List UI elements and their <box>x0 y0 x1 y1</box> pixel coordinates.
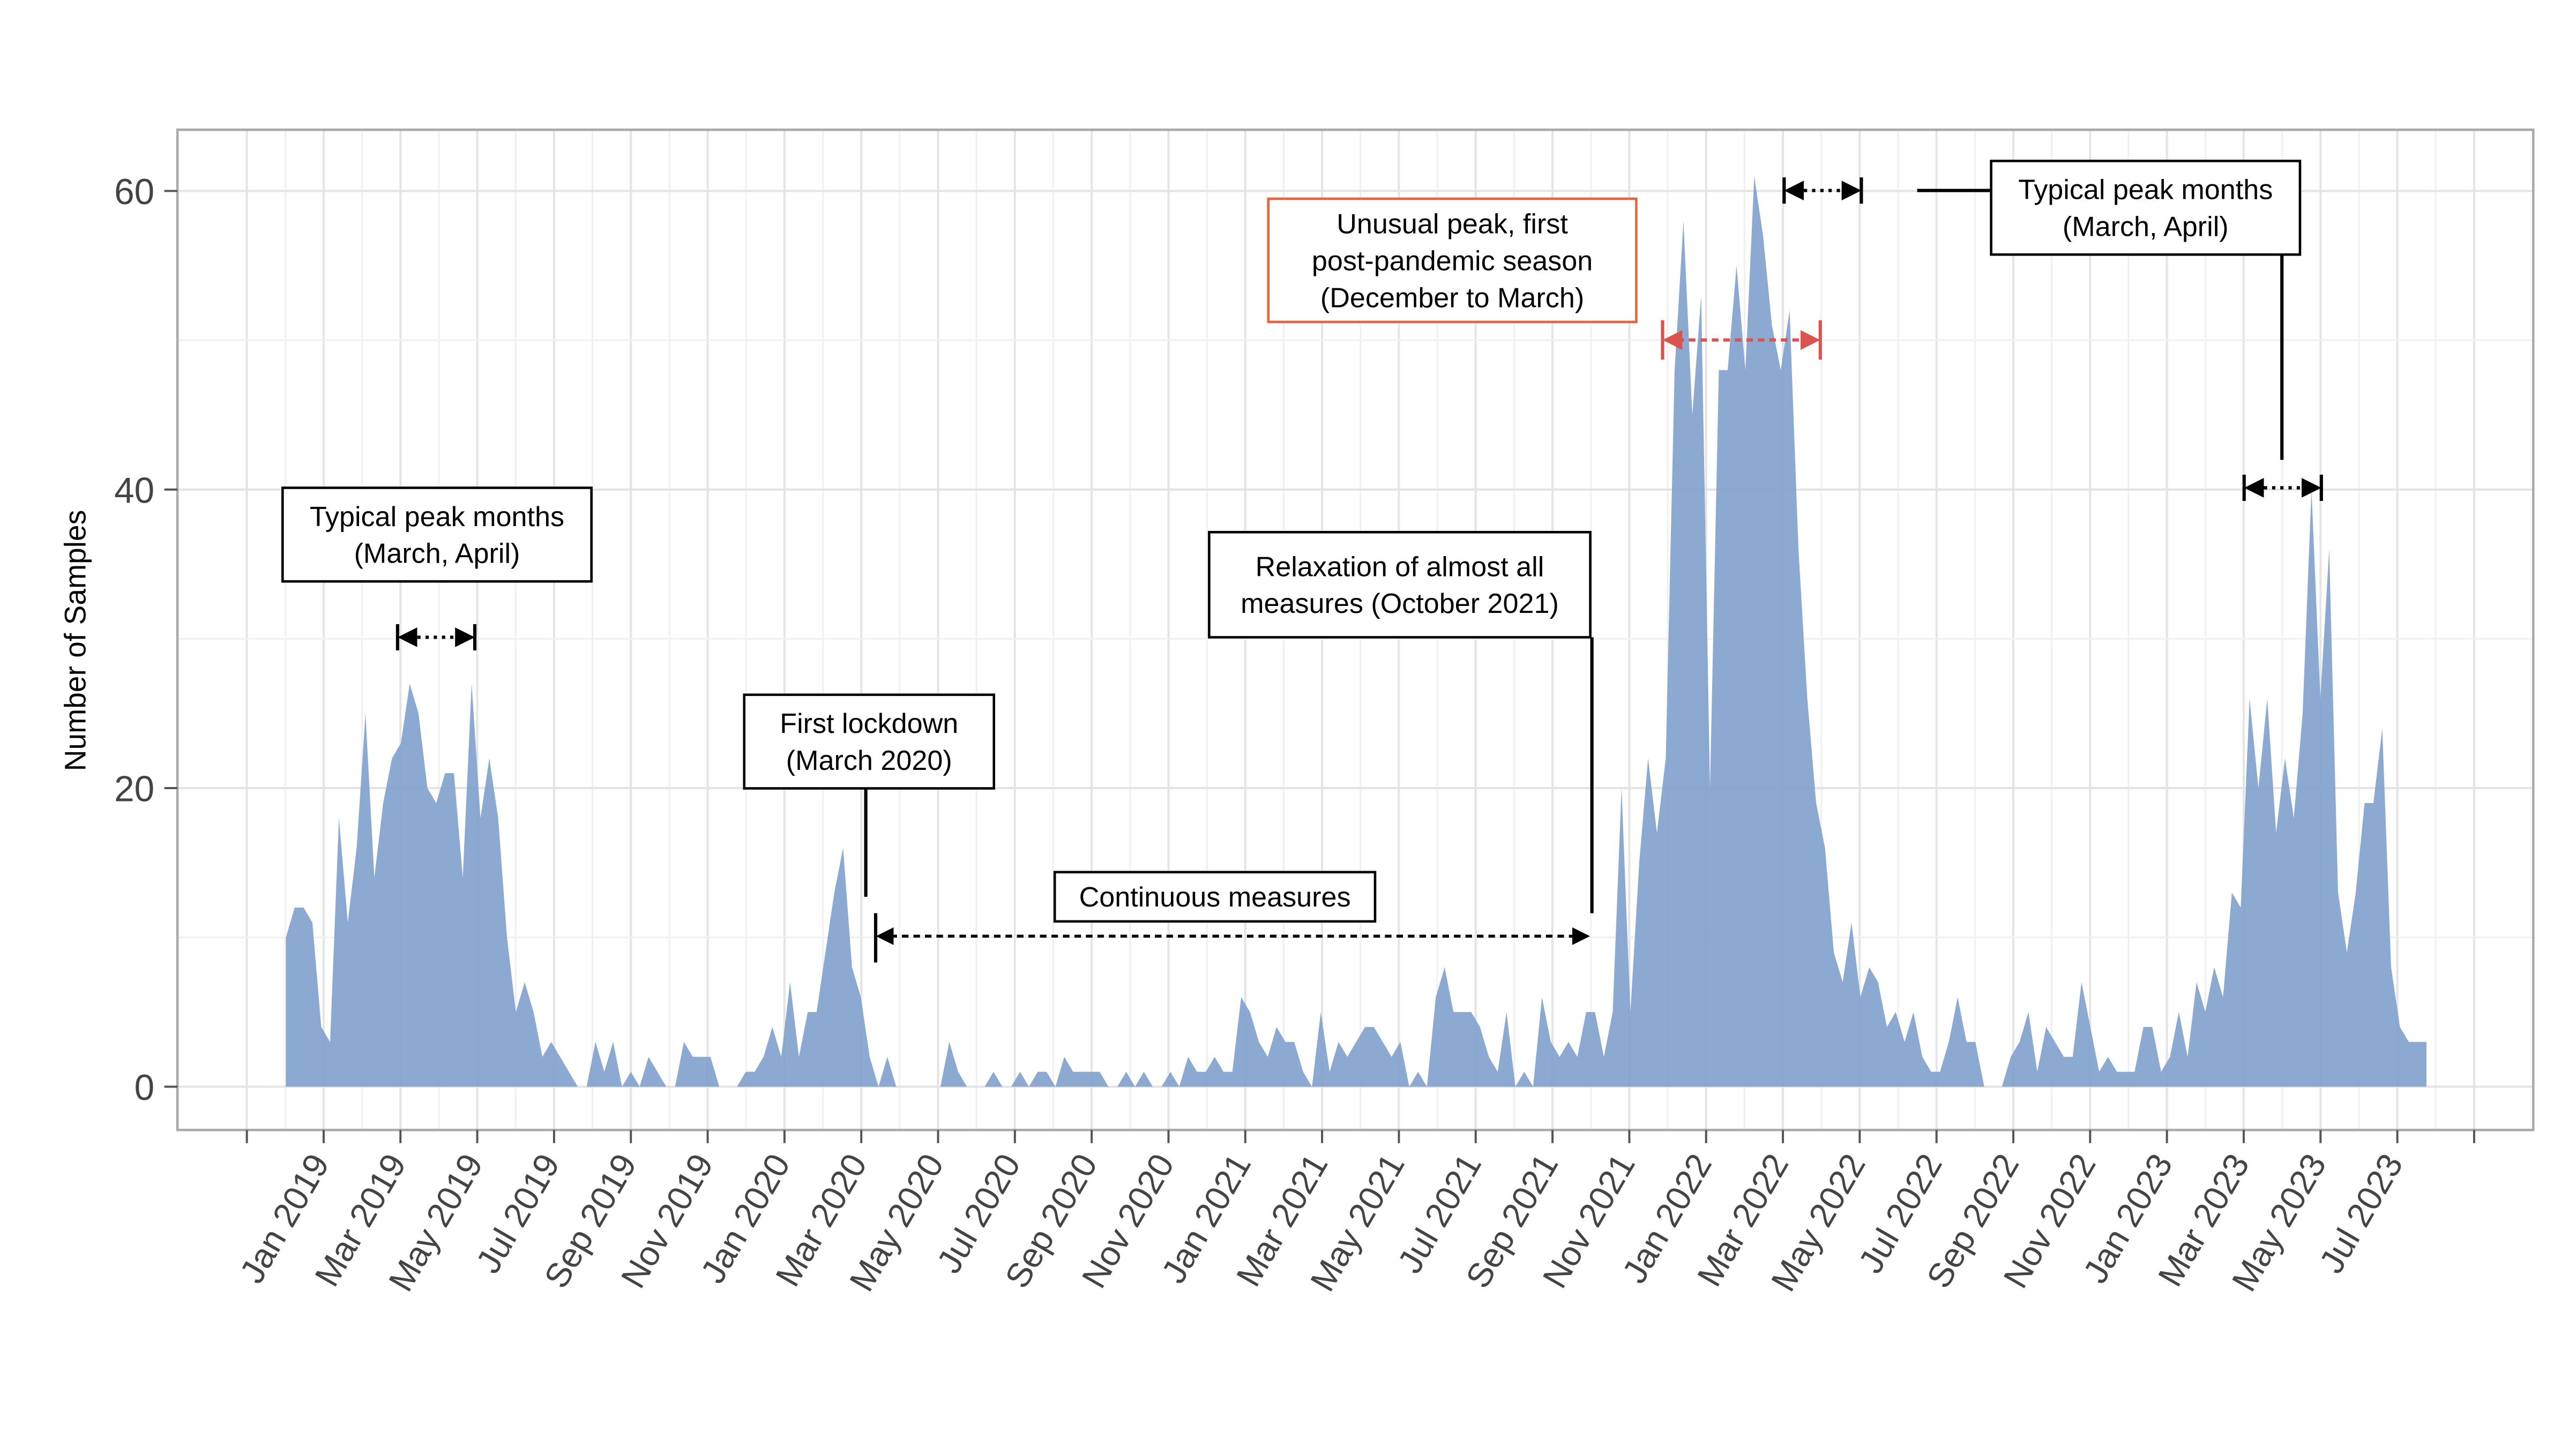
area-layer <box>286 176 2426 1087</box>
annotation: First lockdown (March 2020) <box>743 693 996 790</box>
panel-border <box>176 128 2535 1132</box>
area <box>286 176 2426 1087</box>
annotation-text: (March, April) <box>354 538 520 570</box>
annotation-text: post-pandemic season <box>1312 245 1593 276</box>
annotations: Typical peak months (March, April) First l… <box>281 160 2302 923</box>
annotation-text: (December to March) <box>1320 282 1584 313</box>
annotation-box <box>1053 871 1377 923</box>
annotation: Typical peak months (March, April) <box>281 486 593 583</box>
annotation: Unusual peak, first post-pandemic season (… <box>1267 197 1638 324</box>
annotation-text: Unusual peak, first <box>1336 208 1568 239</box>
y-tick-label: 40 <box>114 470 154 511</box>
annotation-text: Continuous measures <box>1079 882 1351 913</box>
annotation-box <box>281 486 593 583</box>
y-tick-label: 0 <box>135 1068 155 1108</box>
annotation: Relaxation of almost all measures (Octobe… <box>1208 530 1592 639</box>
annotation-text: (March 2020) <box>786 745 952 776</box>
annotation-box <box>1990 160 2302 256</box>
annotation-brackets <box>395 177 2323 963</box>
annotation-text: measures (October 2021) <box>1241 588 1559 619</box>
y-tick-label: 60 <box>114 172 154 212</box>
annotation-box <box>1267 197 1638 324</box>
y-tick-label: 20 <box>114 769 154 810</box>
annotation-text: Typical peak months <box>310 501 564 533</box>
annotation-text: Relaxation of almost all <box>1256 551 1544 582</box>
annotation: Typical peak months (March, April) <box>1990 160 2302 256</box>
annotation-text: (March, April) <box>2063 212 2229 243</box>
y-axis-label: Number of Samples <box>58 510 92 771</box>
annotation-box <box>1208 530 1592 639</box>
annotation: Continuous measures <box>1053 871 1377 923</box>
annotation-text: Typical peak months <box>2018 175 2273 206</box>
annotation-text: First lockdown <box>780 708 958 739</box>
annotation-box <box>743 693 996 790</box>
